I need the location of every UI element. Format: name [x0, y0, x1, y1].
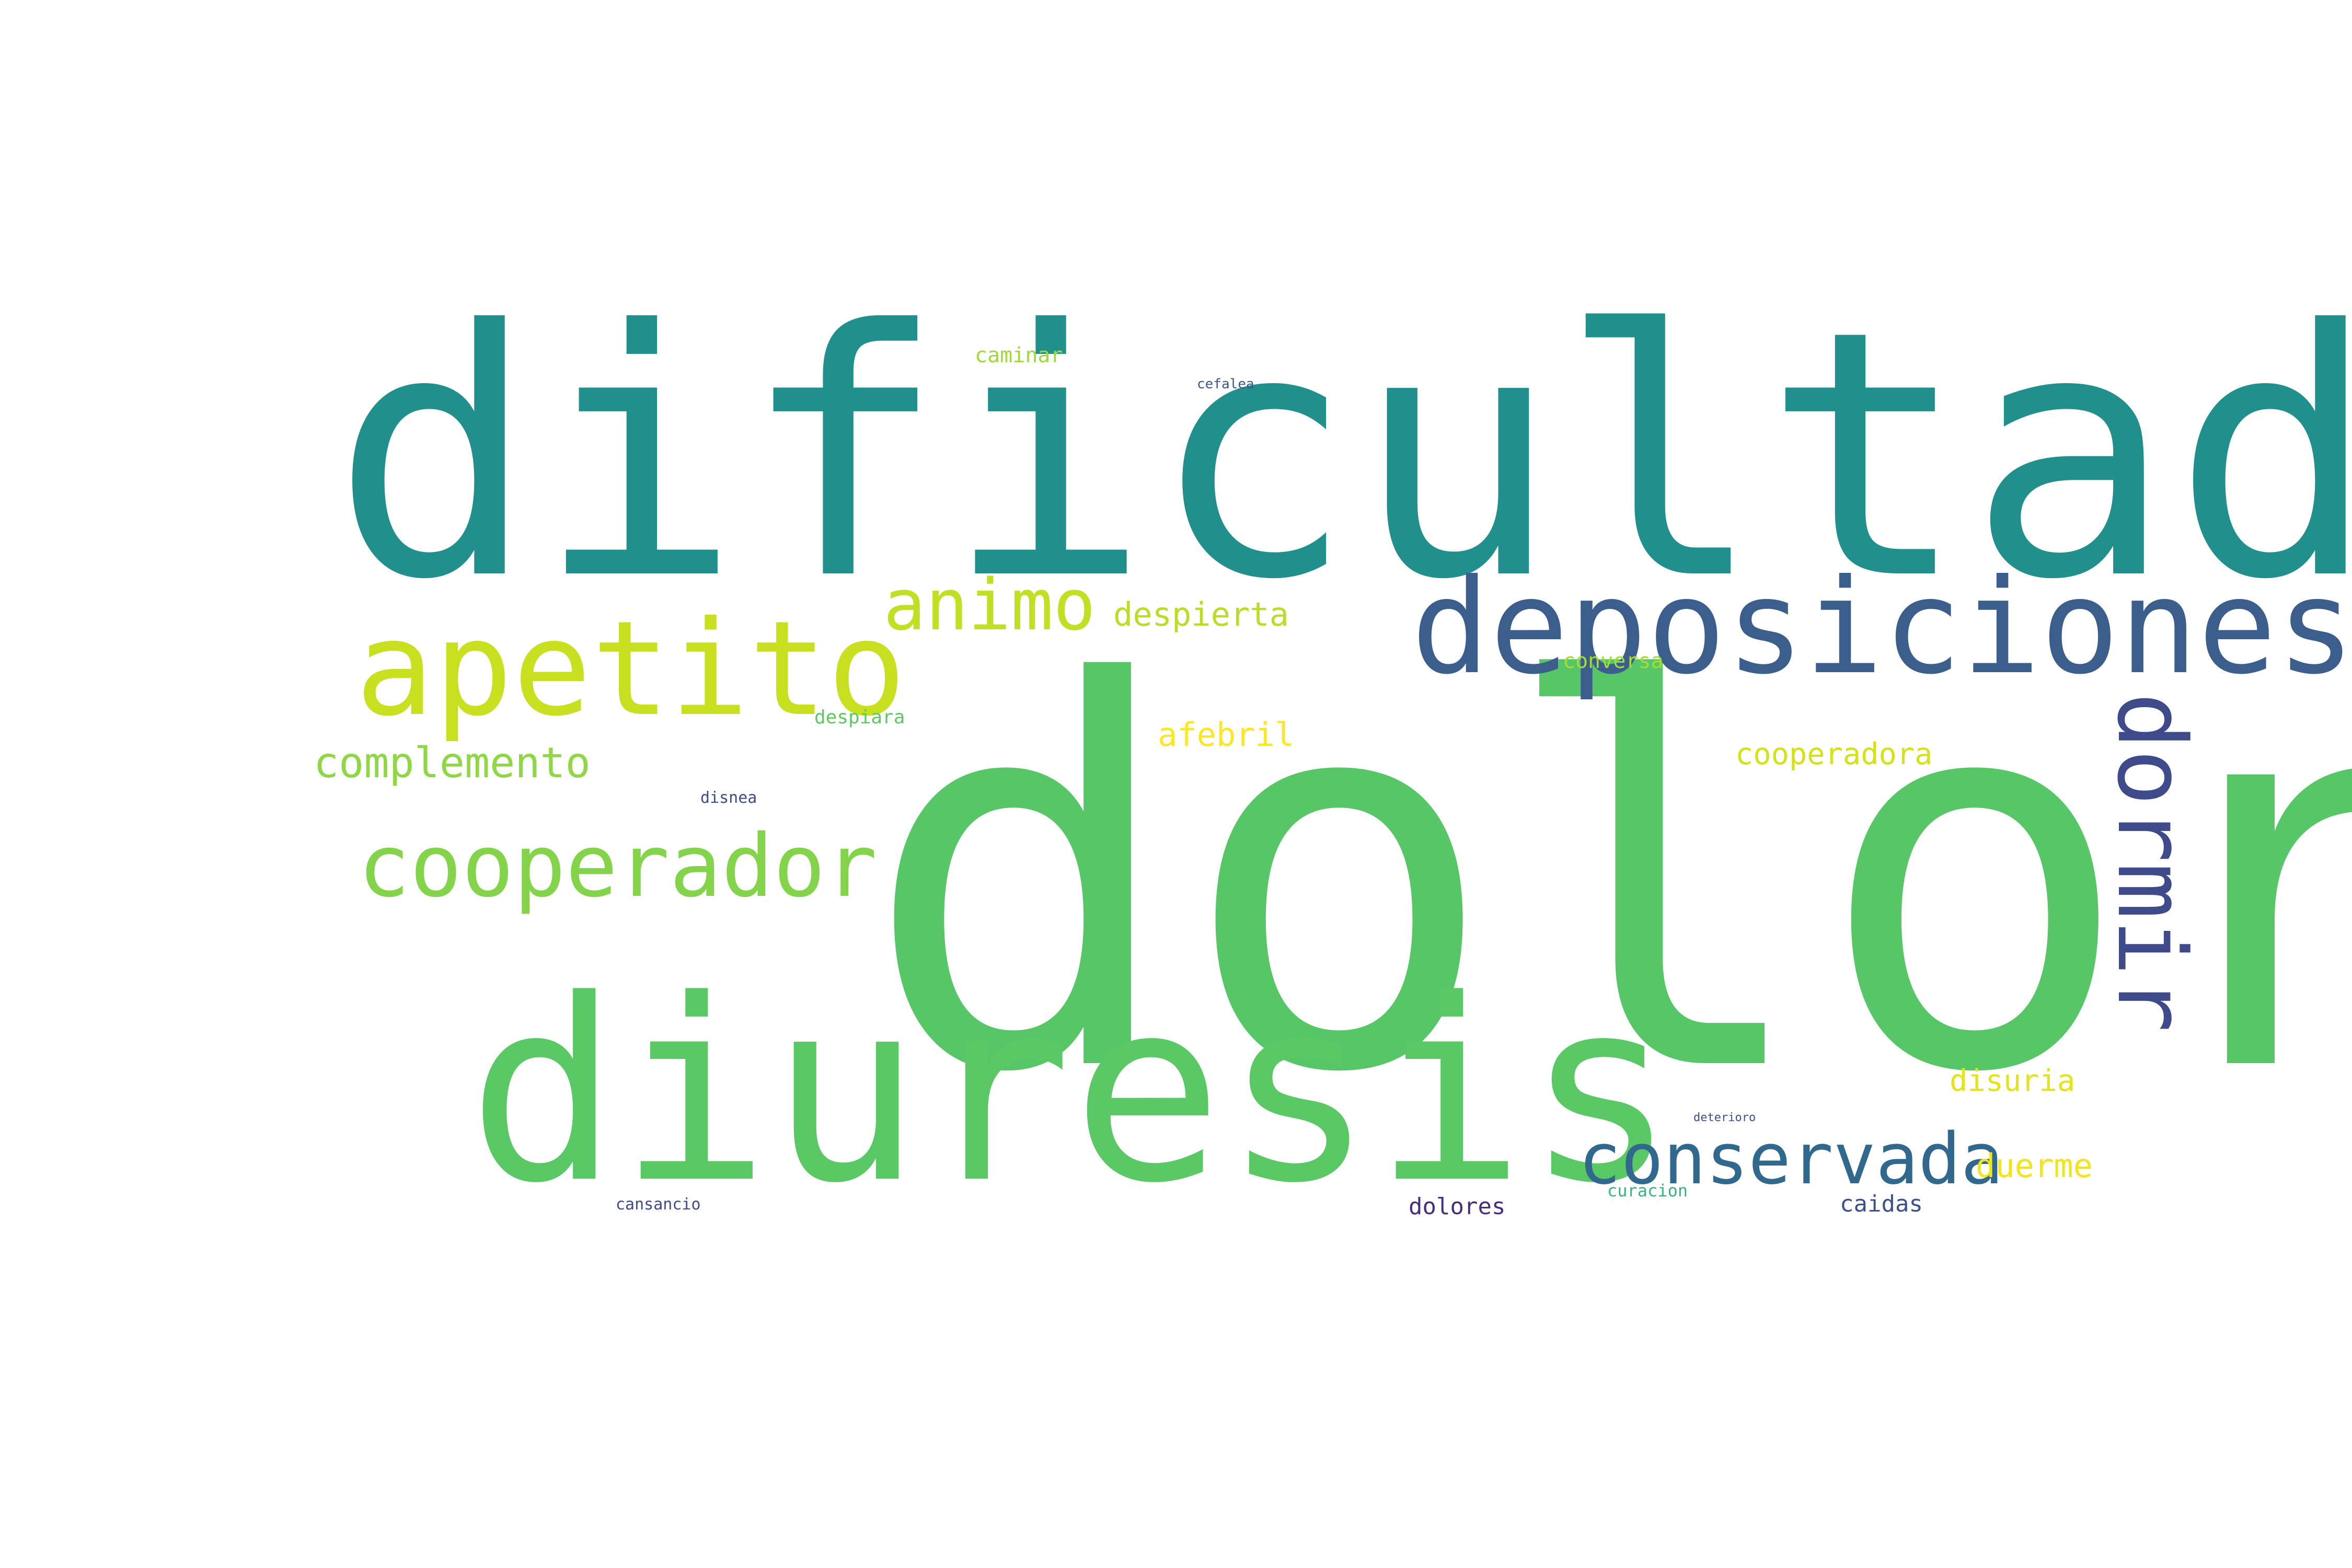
word-despierta: despierta: [1113, 595, 1289, 633]
word-cefalea: cefalea: [1197, 376, 1254, 392]
word-cooperador: cooperador: [358, 816, 878, 916]
word-dormir: dormir: [2096, 693, 2206, 1033]
word-afebril: afebril: [1158, 716, 1295, 754]
word-cooperadora: cooperadora: [1735, 737, 1933, 771]
word-complemento: complemento: [314, 739, 591, 787]
word-diuresis: diuresis: [468, 946, 1676, 1238]
word-dificultad: dificultad: [332, 259, 2352, 654]
word-deterioro: deterioro: [1693, 1111, 1756, 1124]
word-curacion: curacion: [1607, 1181, 1688, 1201]
word-conversa: conversa: [1563, 649, 1664, 673]
word-disnea: disnea: [700, 789, 757, 807]
word-duerme: duerme: [1976, 1147, 2093, 1185]
word-animo: animo: [883, 564, 1096, 646]
word-apetito: apetito: [355, 593, 906, 745]
word-caminar: caminar: [975, 343, 1063, 367]
word-deposiciones: deposiciones: [1411, 551, 2352, 703]
word-dolores: dolores: [1409, 1193, 1506, 1220]
word-cansancio: cansancio: [616, 1195, 701, 1214]
word-conservada: conservada: [1578, 1118, 2003, 1200]
word-despiara: despiara: [814, 707, 905, 728]
word-disuria: disuria: [1950, 1064, 2076, 1098]
word-dolor: dolor: [862, 573, 2352, 1188]
word-caidas: caidas: [1840, 1191, 1923, 1217]
